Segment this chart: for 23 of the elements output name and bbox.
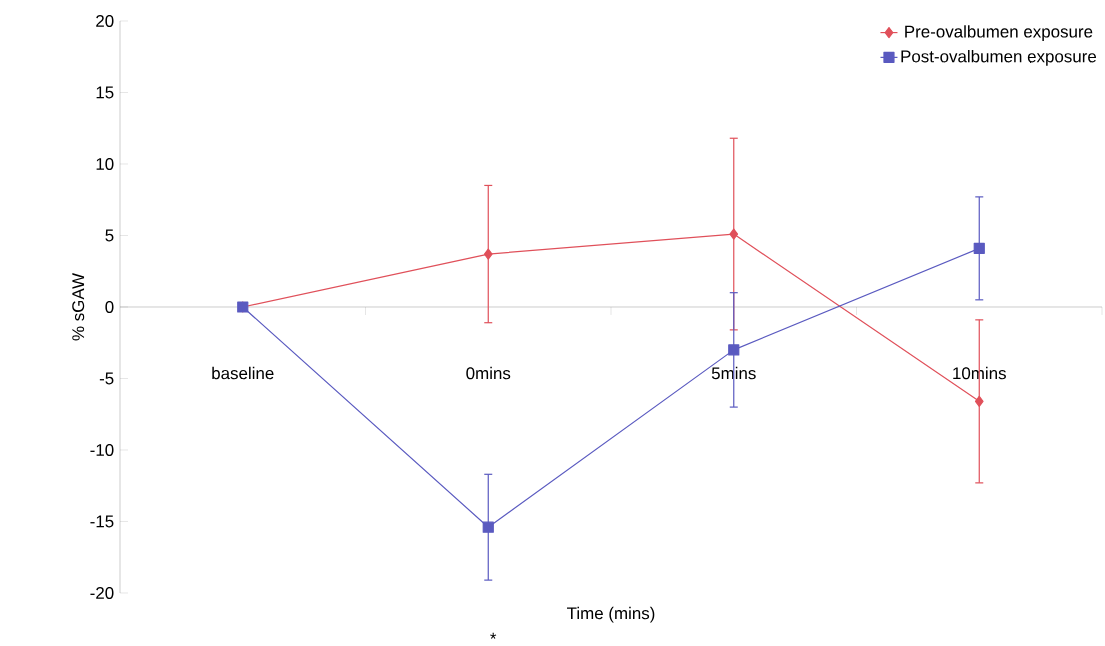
y-tick-label: -20 [90, 586, 114, 599]
y-tick-label: -15 [90, 515, 114, 528]
point [973, 242, 985, 254]
y-tick-label: -5 [99, 372, 114, 385]
x-axis-title: Time (mins) [567, 606, 655, 623]
y-tick-label: 15 [96, 86, 114, 99]
y-tick-label: 20 [96, 14, 114, 27]
x-tick-label: 0mins [466, 366, 511, 380]
point [483, 248, 493, 260]
y-tick-label: 10 [96, 157, 114, 170]
y-axis-title: % sGAW [72, 273, 85, 341]
x-tick-label: baseline [212, 366, 274, 380]
point [974, 395, 984, 407]
legend-label: Pre-ovalbumen exposure [905, 25, 1093, 41]
point [482, 521, 494, 533]
y-tick-label: -10 [90, 443, 114, 456]
point [728, 344, 740, 356]
text: * [490, 632, 497, 639]
point [729, 228, 739, 240]
legend-label: Post-ovalbumen exposure [901, 49, 1097, 66]
y-tick-label: 0 [105, 300, 114, 313]
y-tick-label: 5 [105, 229, 114, 242]
x-tick-label: 5mins [711, 366, 756, 380]
